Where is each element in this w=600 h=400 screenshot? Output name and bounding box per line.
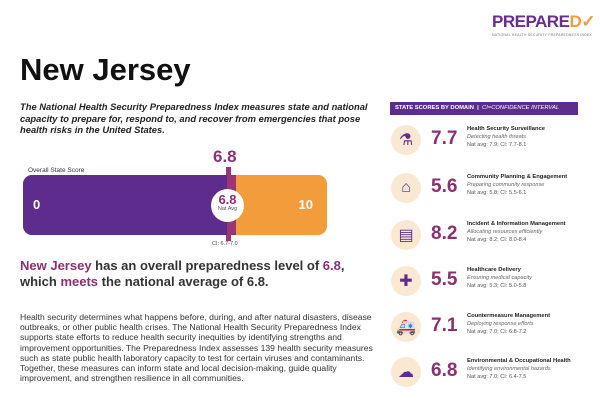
nat-avg-label: Nat Avg [217,206,238,212]
logo-subtitle: NATIONAL HEALTH SECURITY PREPAREDNESS IN… [492,33,593,37]
score-tick-bottom [226,235,231,241]
domain-subtitle: Ensuring medical capacity [467,275,532,281]
panel-separator: | [477,105,479,111]
storm-cloud-icon: ☁ [391,357,421,387]
page-title: New Jersey [20,52,191,87]
medical-kit-icon: ✚ [391,266,421,296]
domain-title: Countermeasure Management [467,313,551,319]
national-average-marker: 6.8 Nat Avg [211,189,244,222]
domain-item: ⌂ 5.6 Community Planning & Engagement Pr… [391,170,596,210]
domain-national: Nat avg: 5.3; CI: 5.0-5.8 [467,283,527,289]
domain-score: 8.2 [431,223,458,244]
domain-subtitle: Allocating resources efficiently [467,229,543,235]
bar-min: 0 [33,197,41,212]
prepared-logo: PREPARED✓ NATIONAL HEALTH SECURITY PREPA… [492,12,595,37]
overall-score-label: Overall State Score [28,167,85,174]
logo-word: PREPARED✓ [492,12,595,31]
houses-icon: ⌂ [391,173,421,203]
score-fill [23,175,227,235]
domain-score: 5.6 [431,176,458,197]
domain-item: ✚ 5.5 Healthcare Delivery Ensuring medic… [391,263,596,303]
domain-national: Nat avg: 7.0; CI: 6.4-7.5 [467,374,527,380]
domain-national: Nat avg: 7.9; CI: 7.7-8.1 [467,142,527,148]
summary-text: , which [20,258,345,289]
score-tick-top [226,167,231,175]
panel-heading: STATE SCORES BY DOMAIN [395,105,474,111]
overall-score-bar: 0 10 [23,175,327,235]
domain-national: Nat avg: 7.0; CI: 6.8-7.2 [467,329,527,335]
domain-subtitle: Deploying response efforts [467,321,534,327]
ambulance-icon: 🚑 [391,312,421,342]
intro-text: The National Health Security Preparednes… [20,101,368,135]
ci-label: CI: 6.7-7.0 [212,241,238,247]
summary-score: 6.8 [322,258,341,273]
summary-statement: New Jersey has an overall preparedness l… [20,258,360,290]
summary-text: has an overall preparedness level of [91,258,323,273]
domain-score: 7.7 [431,128,458,149]
domain-panel-header: STATE SCORES BY DOMAIN | CI=CONFIDENCE I… [390,102,578,115]
bar-max: 10 [298,197,313,212]
domain-item: ☁ 6.8 Environmental & Occupational Healt… [391,354,596,394]
domain-title: Environmental & Occupational Health [467,358,571,364]
domain-subtitle: Detecting health threats [467,134,527,140]
nat-avg-value: 6.8 [218,192,237,207]
domain-title: Incident & Information Management [467,221,566,227]
overall-score-value: 6.8 [213,147,237,166]
domain-national: Nat avg: 8.2; CI: 8.0-8.4 [467,237,527,243]
monitor-chart-icon: ▤ [391,220,421,250]
summary-meets: meets [60,274,99,289]
domain-title: Community Planning & Engagement [467,174,568,180]
domain-score: 7.1 [431,315,458,336]
domain-subtitle: Identifying environmental hazards [467,366,551,372]
domain-item: ▤ 8.2 Incident & Information Management … [391,217,596,257]
domain-subtitle: Preparing community response [467,182,545,188]
domain-title: Health Security Surveillance [467,126,545,132]
domain-item: ⚗ 7.7 Health Security Surveillance Detec… [391,122,596,162]
panel-ci-note: CI=CONFIDENCE INTERVAL [482,105,560,111]
body-text: Health security determines what happens … [20,312,373,384]
domain-score: 6.8 [431,360,458,381]
domain-title: Healthcare Delivery [467,267,521,273]
summary-state: New Jersey [20,258,92,273]
domain-item: 🚑 7.1 Countermeasure Management Deployin… [391,309,596,349]
domain-score: 5.5 [431,269,458,290]
flask-icon: ⚗ [391,125,421,155]
summary-text: the national average of 6.8. [98,274,269,289]
domain-national: Nat avg: 5.8; CI: 5.5-6.1 [467,190,527,196]
